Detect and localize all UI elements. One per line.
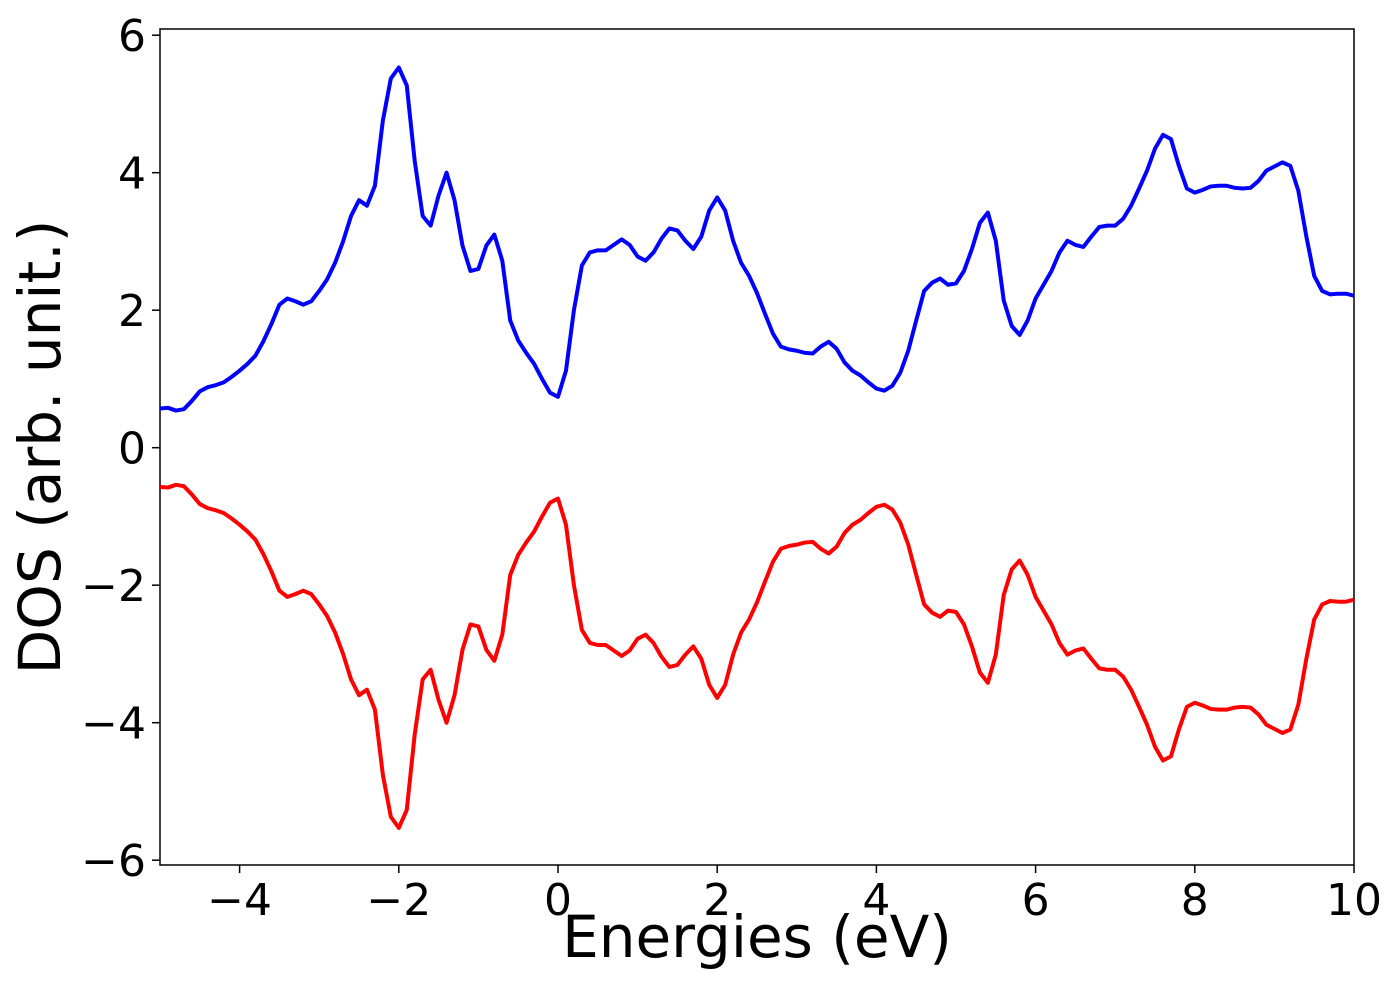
y-tick-label: 0: [118, 424, 146, 475]
line-series: [159, 482, 1355, 830]
x-tick-label: 10: [1326, 875, 1382, 926]
y-tick-label: 4: [118, 149, 146, 200]
x-tick-label: 4: [862, 875, 890, 926]
x-tick-label: −2: [366, 875, 431, 926]
y-tick-label: −2: [81, 561, 146, 612]
y-axis-label: DOS (arb. unit.): [6, 220, 74, 675]
x-tick-label: 0: [544, 875, 572, 926]
x-tick-label: 6: [1022, 875, 1050, 926]
x-axis-label: Energies (eV): [562, 903, 952, 971]
x-tick-label: 2: [703, 875, 731, 926]
x-tick-label: −4: [207, 875, 272, 926]
y-tick-label: 6: [118, 11, 146, 62]
x-tick-label: 8: [1181, 875, 1209, 926]
y-tick-label: 2: [118, 286, 146, 337]
y-tick-label: −4: [81, 699, 146, 750]
y-tick-label: −6: [81, 836, 146, 887]
line-series: [159, 65, 1355, 413]
